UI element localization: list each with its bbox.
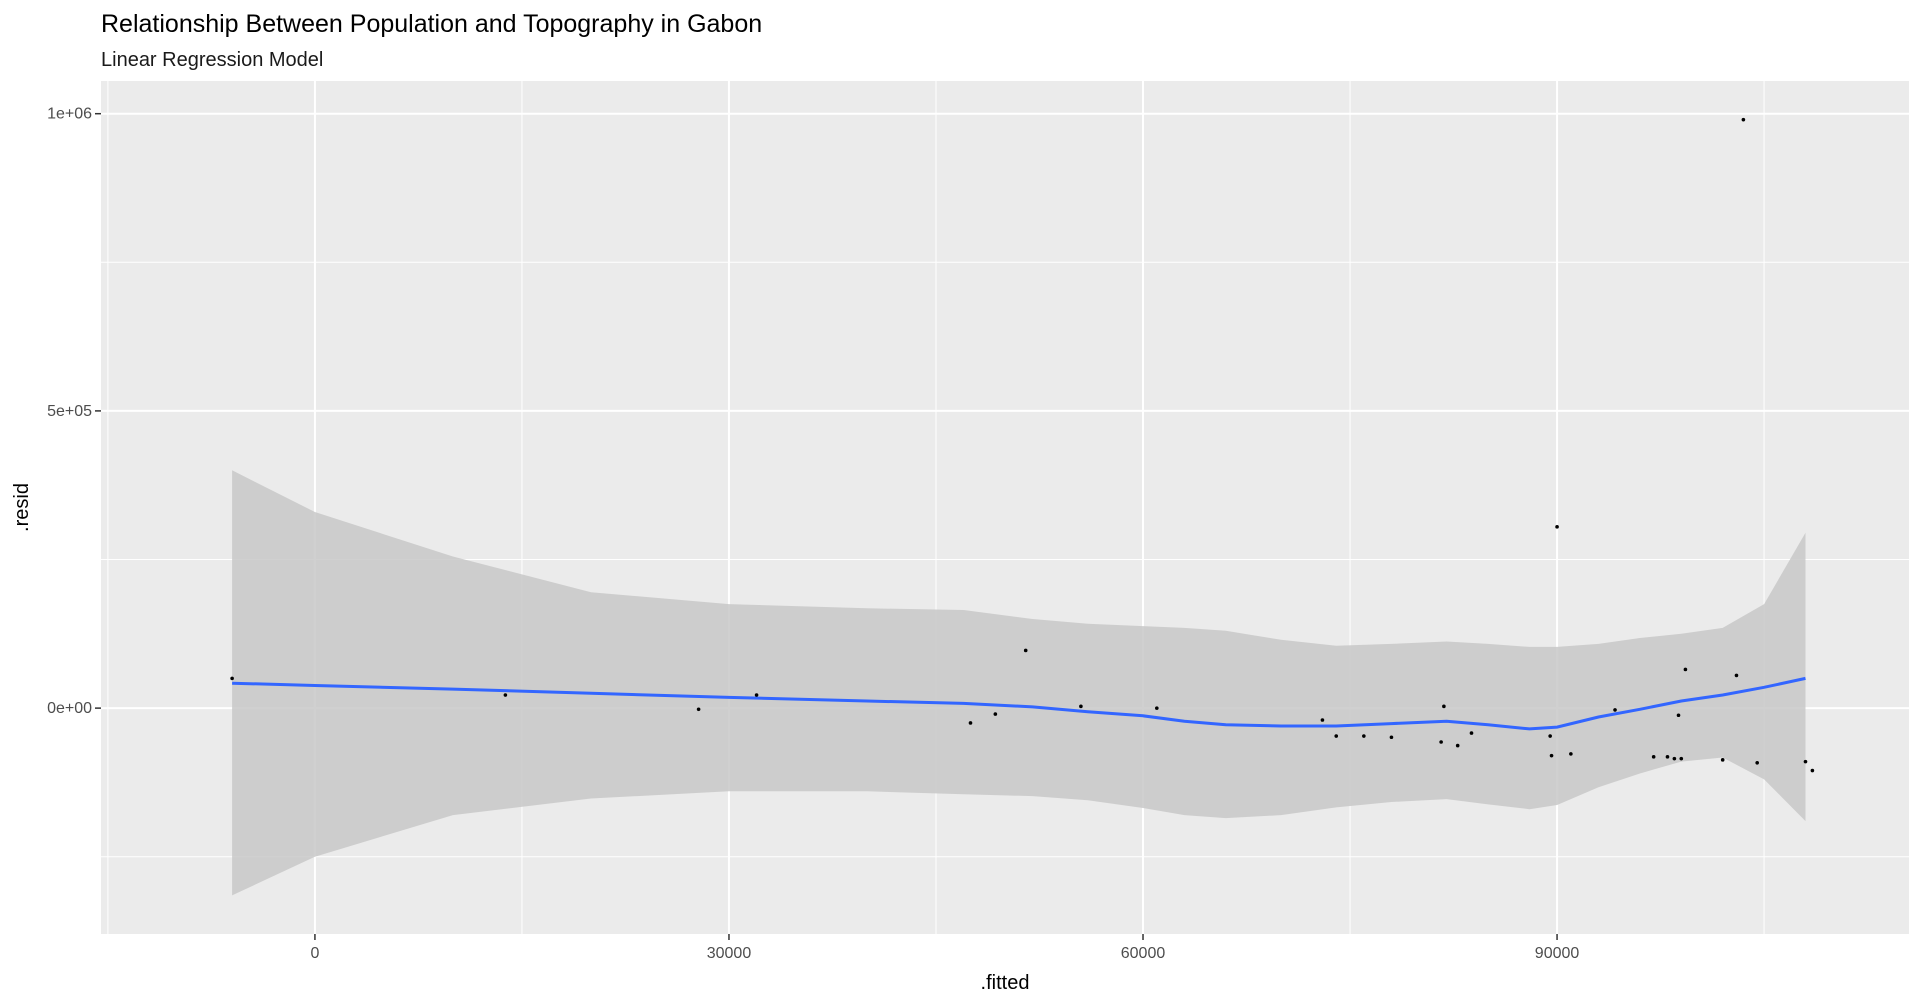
data-point bbox=[1679, 756, 1684, 761]
data-point bbox=[503, 693, 508, 697]
data-point bbox=[1442, 704, 1446, 709]
data-point bbox=[230, 676, 234, 681]
data-point bbox=[1455, 743, 1460, 748]
data-point bbox=[1555, 525, 1559, 529]
data-point bbox=[1810, 768, 1815, 773]
x-axis: 0 30000 60000 90000 bbox=[310, 934, 1579, 962]
data-point bbox=[1155, 706, 1159, 710]
data-point bbox=[754, 693, 759, 697]
data-point bbox=[1613, 708, 1617, 712]
data-point bbox=[1651, 755, 1656, 759]
y-tick-label: 0e+00 bbox=[47, 700, 92, 717]
x-tick-label: 60000 bbox=[1121, 945, 1166, 962]
data-point bbox=[1720, 758, 1725, 762]
data-point bbox=[1734, 673, 1739, 678]
data-point bbox=[1755, 761, 1759, 765]
data-point bbox=[968, 721, 973, 725]
chart-subtitle: Linear Regression Model bbox=[101, 49, 323, 71]
smooth-line bbox=[232, 676, 1806, 731]
data-point bbox=[1672, 756, 1677, 761]
data-point bbox=[1665, 755, 1670, 759]
data-points bbox=[230, 117, 1815, 773]
y-axis-title: .resid bbox=[11, 483, 33, 532]
data-point bbox=[1549, 753, 1554, 758]
data-point bbox=[1741, 117, 1746, 122]
x-axis-title: .fitted bbox=[981, 972, 1030, 994]
x-tick-label: 90000 bbox=[1535, 945, 1580, 962]
data-point bbox=[1389, 735, 1394, 740]
data-point bbox=[1320, 718, 1325, 722]
x-tick-label: 0 bbox=[310, 945, 319, 962]
data-point bbox=[1548, 734, 1552, 738]
data-point bbox=[1334, 734, 1339, 738]
data-point bbox=[1569, 752, 1573, 756]
data-point bbox=[1079, 704, 1083, 709]
chart-title: Relationship Between Population and Topo… bbox=[101, 10, 762, 38]
data-point bbox=[1683, 667, 1688, 672]
data-point bbox=[1803, 759, 1808, 764]
minor-gridlines bbox=[101, 81, 1909, 934]
data-point bbox=[993, 712, 998, 716]
data-point bbox=[1023, 648, 1028, 653]
data-point bbox=[1469, 731, 1474, 735]
x-tick-label: 30000 bbox=[707, 945, 752, 962]
data-point bbox=[1362, 734, 1366, 738]
data-point bbox=[696, 707, 701, 712]
data-point bbox=[1676, 713, 1681, 718]
y-tick-label: 5e+05 bbox=[47, 403, 92, 420]
confidence-band bbox=[232, 470, 1806, 896]
data-point bbox=[1439, 740, 1443, 744]
y-tick-label: 1e+06 bbox=[47, 106, 92, 123]
y-axis: 0e+00 5e+05 1e+06 bbox=[47, 106, 101, 717]
